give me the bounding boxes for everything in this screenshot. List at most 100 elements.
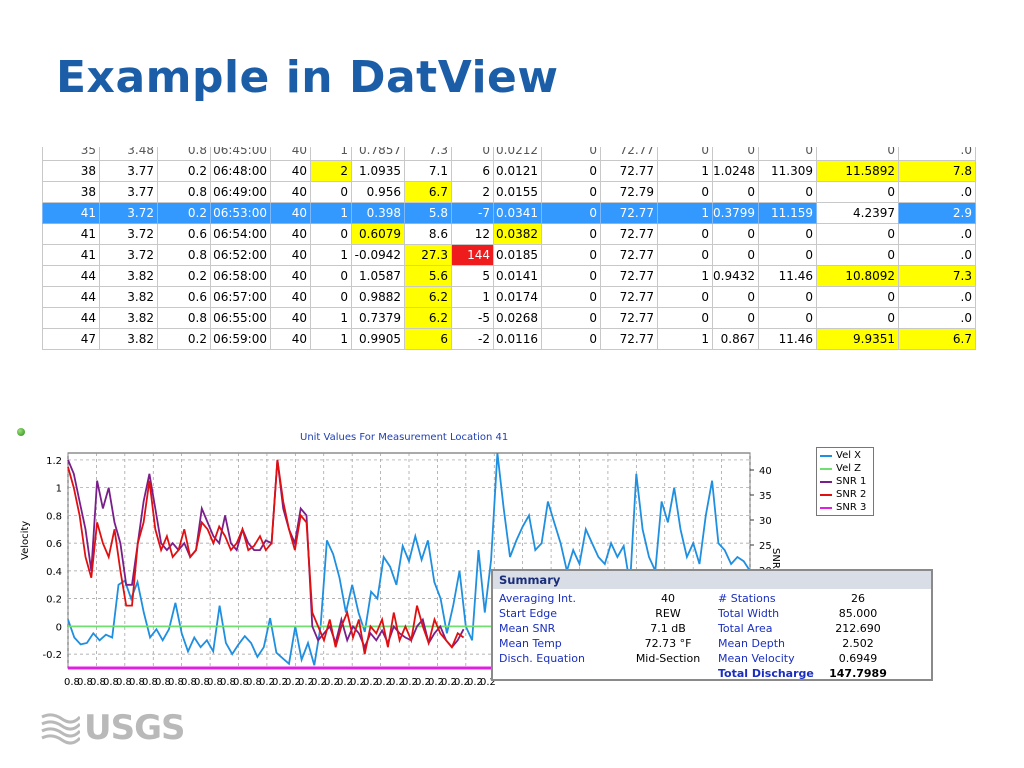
- table-cell[interactable]: 0.6: [157, 223, 211, 245]
- table-cell[interactable]: 40: [270, 328, 311, 350]
- table-row[interactable]: 38 3.77 0.8 06:49:00 40 0 0.956 6.7 2 0.0155 0 72.7…: [42, 181, 976, 203]
- table-cell[interactable]: 40: [270, 160, 311, 182]
- table-cell[interactable]: 40: [270, 307, 311, 329]
- table-cell[interactable]: 0.9905: [351, 328, 405, 350]
- table-cell[interactable]: 72.77: [600, 328, 658, 350]
- table-row[interactable]: 44 3.82 0.8 06:55:00 40 1 0.7379 6.2 -5 0.0268 0 72…: [42, 307, 976, 329]
- table-cell[interactable]: 6.2: [404, 307, 452, 329]
- table-cell[interactable]: .0: [898, 307, 976, 329]
- table-cell[interactable]: 7.3: [898, 265, 976, 287]
- table-cell[interactable]: 5: [451, 265, 494, 287]
- table-cell[interactable]: 1: [310, 202, 352, 224]
- table-cell[interactable]: .0: [898, 223, 976, 245]
- table-cell[interactable]: 72.77: [600, 202, 658, 224]
- table-cell[interactable]: 12: [451, 223, 494, 245]
- table-cell[interactable]: 0.0341: [493, 202, 542, 224]
- table-cell[interactable]: 0: [816, 147, 899, 161]
- table-cell[interactable]: 41: [42, 244, 100, 266]
- table-cell[interactable]: 41: [42, 202, 100, 224]
- table-cell[interactable]: 0: [712, 147, 759, 161]
- table-cell[interactable]: 7.8: [898, 160, 976, 182]
- table-cell[interactable]: 41: [42, 223, 100, 245]
- table-cell[interactable]: 06:48:00: [210, 160, 271, 182]
- table-cell[interactable]: 0: [541, 202, 601, 224]
- table-cell[interactable]: 0: [310, 265, 352, 287]
- table-cell[interactable]: 0: [657, 286, 713, 308]
- table-cell[interactable]: 0: [712, 244, 759, 266]
- table-cell[interactable]: -0.0942: [351, 244, 405, 266]
- table-cell[interactable]: 3.48: [99, 147, 158, 161]
- table-row[interactable]: 38 3.77 0.2 06:48:00 40 2 1.0935 7.1 6 0.0121 0 72.…: [42, 160, 976, 182]
- table-cell[interactable]: 5.8: [404, 202, 452, 224]
- table-cell[interactable]: 0.8: [157, 181, 211, 203]
- table-cell[interactable]: 6.7: [404, 181, 452, 203]
- table-cell[interactable]: 0.0121: [493, 160, 542, 182]
- table-cell[interactable]: 38: [42, 181, 100, 203]
- table-cell[interactable]: 0: [541, 160, 601, 182]
- table-cell[interactable]: 0.9882: [351, 286, 405, 308]
- table-cell[interactable]: 2: [451, 181, 494, 203]
- table-cell[interactable]: 3.82: [99, 307, 158, 329]
- table-cell[interactable]: 1: [310, 147, 352, 161]
- table-cell[interactable]: 6.7: [898, 328, 976, 350]
- table-cell[interactable]: 0: [541, 223, 601, 245]
- table-cell[interactable]: 06:53:00: [210, 202, 271, 224]
- table-cell[interactable]: 72.77: [600, 147, 658, 161]
- table-cell[interactable]: 0: [758, 244, 817, 266]
- table-cell[interactable]: 6: [404, 328, 452, 350]
- table-cell[interactable]: 0.8: [157, 244, 211, 266]
- table-cell[interactable]: 3.82: [99, 328, 158, 350]
- table-cell[interactable]: 0: [758, 223, 817, 245]
- table-cell[interactable]: 3.82: [99, 265, 158, 287]
- table-cell[interactable]: 40: [270, 286, 311, 308]
- table-cell[interactable]: 72.79: [600, 181, 658, 203]
- table-cell[interactable]: 40: [270, 181, 311, 203]
- table-cell[interactable]: 72.77: [600, 286, 658, 308]
- table-cell[interactable]: 5.6: [404, 265, 452, 287]
- table-cell[interactable]: 0.2: [157, 160, 211, 182]
- table-cell[interactable]: 1: [310, 328, 352, 350]
- table-cell[interactable]: 06:45:00: [210, 147, 271, 161]
- table-cell[interactable]: 0.6079: [351, 223, 405, 245]
- table-cell[interactable]: 0.867: [712, 328, 759, 350]
- table-cell[interactable]: 0: [712, 286, 759, 308]
- table-cell[interactable]: 6.2: [404, 286, 452, 308]
- table-cell[interactable]: 1.0587: [351, 265, 405, 287]
- table-cell[interactable]: 11.5892: [816, 160, 899, 182]
- table-cell[interactable]: .0: [898, 244, 976, 266]
- table-cell[interactable]: 0.8: [157, 147, 211, 161]
- table-cell[interactable]: 0.8: [157, 307, 211, 329]
- table-cell[interactable]: 0: [541, 265, 601, 287]
- table-cell[interactable]: 0.956: [351, 181, 405, 203]
- table-cell[interactable]: 1.0248: [712, 160, 759, 182]
- table-cell[interactable]: 44: [42, 286, 100, 308]
- table-cell[interactable]: 06:55:00: [210, 307, 271, 329]
- table-cell[interactable]: 0: [816, 307, 899, 329]
- table-cell[interactable]: 7.3: [404, 147, 452, 161]
- table-cell[interactable]: 0.2: [157, 202, 211, 224]
- table-cell[interactable]: 0.0212: [493, 147, 542, 161]
- table-cell[interactable]: 9.9351: [816, 328, 899, 350]
- table-cell[interactable]: .0: [898, 286, 976, 308]
- table-cell[interactable]: 11.309: [758, 160, 817, 182]
- table-cell[interactable]: 0: [451, 147, 494, 161]
- table-cell[interactable]: 72.77: [600, 265, 658, 287]
- table-cell[interactable]: 0: [758, 181, 817, 203]
- table-cell[interactable]: 0: [657, 223, 713, 245]
- table-row[interactable]: 47 3.82 0.2 06:59:00 40 1 0.9905 6 -2 0.0116 0 72.7…: [42, 328, 976, 350]
- table-cell[interactable]: 1: [657, 328, 713, 350]
- table-cell[interactable]: -2: [451, 328, 494, 350]
- table-cell[interactable]: 1.0935: [351, 160, 405, 182]
- table-cell[interactable]: 8.6: [404, 223, 452, 245]
- table-row[interactable]: 35 3.48 0.8 06:45:00 40 1 0.7857 7.3 0 0.0212 0 72.…: [42, 147, 976, 161]
- table-row[interactable]: 41 3.72 0.8 06:52:00 40 1 -0.0942 27.3 144 0.0185…: [42, 244, 976, 266]
- table-cell[interactable]: 06:49:00: [210, 181, 271, 203]
- table-cell[interactable]: 0: [712, 307, 759, 329]
- table-cell[interactable]: 72.77: [600, 244, 658, 266]
- table-cell[interactable]: 0: [758, 286, 817, 308]
- data-table[interactable]: 35 3.48 0.8 06:45:00 40 1 0.7857 7.3 0 0.0212 0 72.…: [42, 147, 976, 350]
- table-cell[interactable]: 0.2: [157, 265, 211, 287]
- table-cell[interactable]: 72.77: [600, 223, 658, 245]
- table-cell[interactable]: 0: [758, 147, 817, 161]
- table-cell[interactable]: 1: [451, 286, 494, 308]
